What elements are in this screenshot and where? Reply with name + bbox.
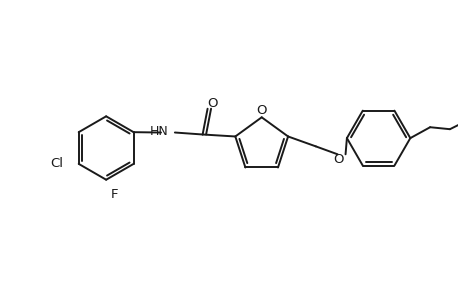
Text: Cl: Cl <box>50 158 63 170</box>
Text: O: O <box>333 153 343 166</box>
Text: O: O <box>256 104 266 117</box>
Text: HN: HN <box>150 125 168 138</box>
Text: F: F <box>110 188 118 201</box>
Text: O: O <box>207 97 217 110</box>
